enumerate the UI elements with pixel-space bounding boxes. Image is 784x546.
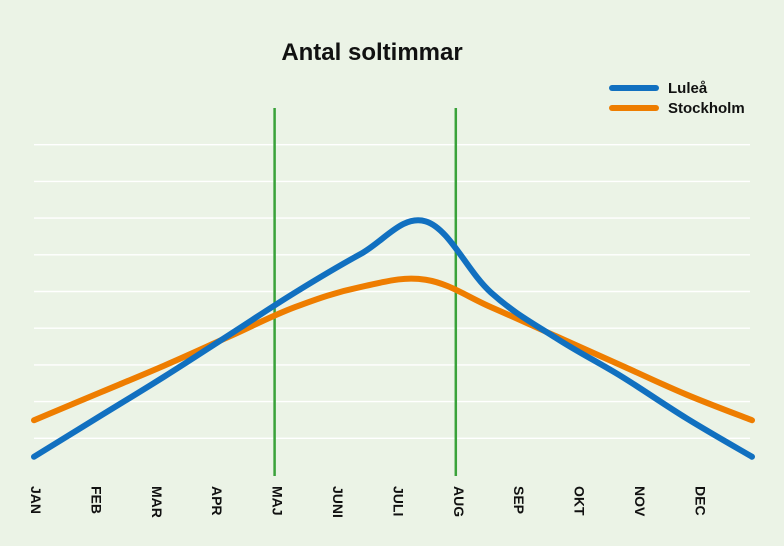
x-tick-label: JAN (28, 486, 44, 514)
x-tick-label: NOV (632, 486, 648, 517)
x-tick-label: FEB (88, 486, 104, 514)
legend-label-stockholm: Stockholm (668, 100, 745, 117)
x-axis-ticks: JAN FEB MAR APR MAJ JUNI JULI AUG SEP OKT NOV DEC (28, 486, 708, 518)
legend-label-lulea: Luleå (668, 80, 708, 97)
x-tick-label: AUG (451, 486, 467, 517)
x-tick-label: DEC (692, 486, 708, 516)
x-tick-label: JULI (390, 486, 406, 516)
series-line-lulea (31, 217, 755, 460)
gridlines (34, 143, 750, 439)
series-line-stockholm (31, 275, 755, 424)
x-tick-label: JUNI (330, 486, 346, 518)
x-tick-label: OKT (572, 486, 588, 516)
legend: Luleå Stockholm (609, 80, 745, 117)
x-tick-label: SEP (511, 486, 527, 514)
x-tick-label: MAJ (270, 486, 286, 516)
chart-title: Antal soltimmar (281, 39, 462, 66)
x-tick-label: APR (209, 486, 225, 516)
series-lines (31, 217, 755, 460)
x-tick-label: MAR (149, 486, 165, 518)
